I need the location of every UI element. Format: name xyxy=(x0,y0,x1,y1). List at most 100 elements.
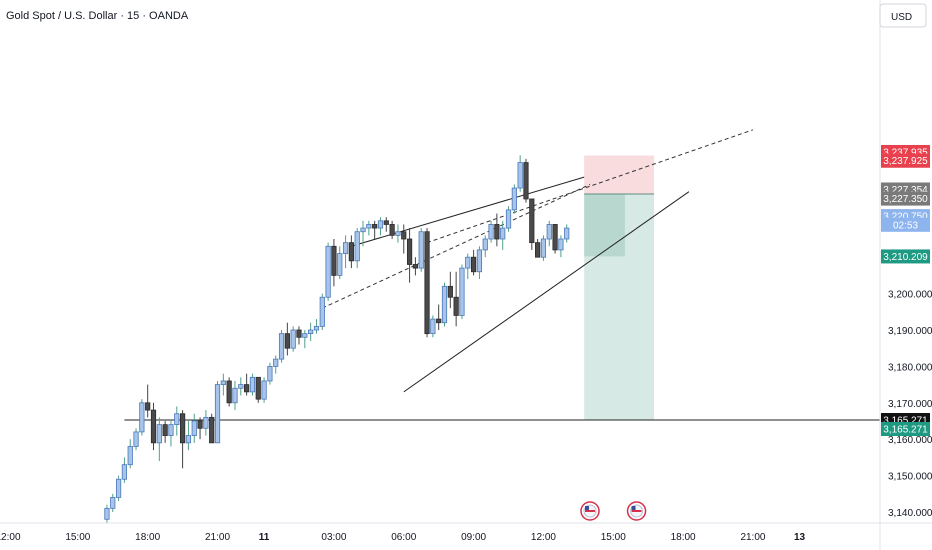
candle-body xyxy=(214,384,221,444)
candle-body xyxy=(249,376,256,393)
candle-body xyxy=(226,380,232,404)
candle-body xyxy=(366,224,372,229)
price-tag-label: 3,210.209 xyxy=(883,252,928,263)
candle-body xyxy=(331,245,337,276)
candle-body xyxy=(191,420,197,436)
candle-body xyxy=(418,231,424,269)
candle-body xyxy=(284,333,290,349)
candle-body xyxy=(535,242,541,258)
candle-body xyxy=(406,238,413,265)
candle-body xyxy=(546,224,552,240)
candle-body xyxy=(389,224,395,236)
candle-body xyxy=(465,256,471,269)
time-tick-label: 12:00 xyxy=(0,532,21,543)
time-tick-label: 03:00 xyxy=(321,532,346,543)
currency-button-frame[interactable] xyxy=(879,3,927,28)
candle-body xyxy=(441,285,448,324)
time-tick-label: 06:00 xyxy=(391,532,416,543)
price-tag-label: 3,165.271 xyxy=(883,416,928,427)
candle-body xyxy=(121,464,127,480)
time-tick-label: 21:00 xyxy=(205,532,230,543)
candle-body xyxy=(127,446,133,466)
candle-body xyxy=(552,224,558,251)
event-flag-stripe xyxy=(631,510,642,512)
candle-body xyxy=(267,365,273,382)
stop-loss-zone[interactable] xyxy=(584,155,655,195)
candle-body xyxy=(500,227,506,240)
dashed-channel-line-lower[interactable] xyxy=(322,183,591,309)
candle-body xyxy=(372,224,378,229)
candle-body xyxy=(220,380,226,385)
event-flag-canton xyxy=(631,506,636,510)
time-axis: 12:00 15:00 18:00 21:00 11 03:00 06:00 09:00 12:… xyxy=(0,522,932,543)
candle-body xyxy=(325,245,331,298)
candle-body xyxy=(115,478,122,498)
candle-body xyxy=(168,424,174,436)
candle-body xyxy=(412,264,419,269)
candle-body xyxy=(401,231,407,240)
candle-body xyxy=(505,209,512,229)
price-tag xyxy=(881,153,930,168)
candle-body xyxy=(261,380,267,400)
price-tag-label: 3,220.750 xyxy=(883,212,928,223)
price-tick-label: 3,160.000 xyxy=(888,435,932,446)
time-tick-label: 13 xyxy=(794,532,806,543)
candle-body xyxy=(110,497,116,509)
price-tag-label: 02:53 xyxy=(893,220,918,231)
candle-body xyxy=(296,329,302,338)
event-flag-canton xyxy=(585,506,589,510)
events-layer xyxy=(580,501,647,521)
candle-body xyxy=(133,431,139,447)
candles-layer xyxy=(104,155,570,523)
candle-body xyxy=(238,384,244,389)
candle-body xyxy=(476,249,483,273)
candle-body xyxy=(511,187,517,211)
candle-body xyxy=(150,409,157,444)
price-tag xyxy=(881,249,930,264)
candle-body xyxy=(244,384,250,393)
event-flag-stripe xyxy=(585,510,595,512)
price-tag-label: 3,165.271 xyxy=(883,425,928,436)
candle-body xyxy=(273,358,279,367)
candle-body xyxy=(424,231,430,335)
time-tick-label: 11 xyxy=(259,532,270,543)
drawings-layer xyxy=(124,129,880,421)
price-tag-label: 3,227.354 xyxy=(883,185,928,196)
entry-box[interactable] xyxy=(584,194,625,257)
candle-body xyxy=(558,238,564,251)
candle-body xyxy=(564,227,570,240)
currency-label[interactable]: USD xyxy=(891,12,912,23)
candle-body xyxy=(278,333,285,360)
time-tick-label: 15:00 xyxy=(601,532,626,543)
price-tag xyxy=(881,217,930,232)
price-tick-label: 3,140.000 xyxy=(888,508,932,519)
candle-body xyxy=(517,162,523,189)
dashed-channel-line-upper[interactable] xyxy=(426,129,754,244)
candle-body xyxy=(139,402,145,433)
time-tick-label: 15:00 xyxy=(65,532,90,543)
time-tick-label: 12:00 xyxy=(531,532,556,543)
candle-body xyxy=(342,242,349,254)
candle-body xyxy=(360,227,366,233)
chart-title: Gold Spot / U.S. Dollar · 15 · OANDA xyxy=(6,10,189,22)
candle-body xyxy=(255,376,261,400)
price-tick-label: 3,150.000 xyxy=(888,472,932,483)
candle-body xyxy=(302,333,308,338)
price-tag-label: 3,227.350 xyxy=(883,194,928,205)
currency-button[interactable]: USD xyxy=(879,3,927,28)
price-tick-label: 3,170.000 xyxy=(888,399,932,410)
candle-body xyxy=(290,329,296,349)
economic-event-icon[interactable] xyxy=(580,501,600,521)
economic-event-icon[interactable] xyxy=(626,501,647,521)
price-tick-label: 3,180.000 xyxy=(888,362,932,373)
lower-trendline[interactable] xyxy=(403,191,690,393)
price-tick-label: 3,200.000 xyxy=(888,290,932,301)
candle-body xyxy=(488,224,494,240)
candle-body xyxy=(459,267,465,316)
candle-body xyxy=(179,413,186,444)
candle-body xyxy=(104,507,110,520)
candle-body xyxy=(197,420,203,429)
candle-body xyxy=(494,224,500,240)
